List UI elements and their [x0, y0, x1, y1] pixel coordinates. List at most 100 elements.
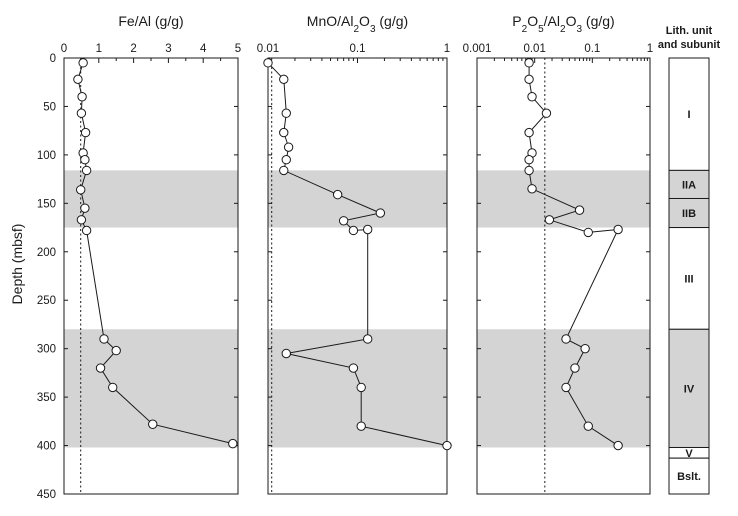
- depth-axis: Depth (mbsf) 0 50 100 150 200 250 300 350 400 450: [9, 53, 56, 501]
- depth-tick-label-3: 150: [37, 198, 56, 210]
- lith-unit-label-6: V: [685, 448, 693, 460]
- panel-1-data-point-6: [80, 155, 90, 165]
- lith-header-line-2: and subunit: [658, 39, 721, 51]
- panel-3-data-point-8: [527, 184, 537, 194]
- panel-3-data-point-3: [541, 108, 552, 118]
- lith-unit-label-4: III: [684, 273, 693, 285]
- panel-2-data-point-5: [281, 155, 291, 165]
- panel-3-data-point-17: [583, 421, 593, 431]
- panel-2-data-point-1: [279, 74, 289, 85]
- panel-1-xtick-label-2: 2: [130, 43, 136, 55]
- panel-1-data-point-8: [76, 185, 86, 195]
- depth-tick-label-4: 200: [37, 247, 56, 259]
- panel-3-data-point-15: [570, 363, 580, 373]
- lith-unit-label-7: Bslt.: [677, 471, 701, 483]
- panel-3-data-point-14: [580, 343, 590, 354]
- panel-1-data-point-14: [95, 363, 106, 373]
- depth-tick-label-7: 350: [37, 392, 56, 404]
- shaded-interval-panel-1-1: [64, 170, 238, 228]
- panel-3-data-point-4: [524, 127, 534, 138]
- shaded-interval-panel-3-1: [477, 170, 650, 228]
- panel-3: 0.001 0.01 0.1 1 P2O5/Al2O3 (g/g): [463, 13, 653, 495]
- lith-unit-3: [668, 197, 710, 229]
- panel-2-data-point-4: [283, 142, 294, 152]
- panel-2-data-point-13: [281, 348, 291, 359]
- panel-1-data-point-11: [81, 225, 92, 236]
- panel-1: 0 1 2 3 4 5 Fe/Al (g/g): [61, 13, 241, 495]
- panel-1-data-point-9: [80, 203, 90, 213]
- lith-unit-label-2: IIA: [682, 179, 696, 191]
- lith-header-line-1: Lith. unit: [666, 25, 713, 37]
- panel-3-data-point-7: [524, 165, 534, 176]
- lith-unit-4: [668, 227, 710, 330]
- panel-2-data-point-12: [362, 334, 373, 344]
- depth-tick-label-2: 100: [37, 150, 56, 162]
- panel-2-data-point-3: [279, 127, 289, 138]
- depth-tick-label-5: 250: [37, 295, 56, 307]
- panel-1-data-point-1: [73, 74, 83, 85]
- panel-3-data-point-0: [524, 58, 534, 68]
- lith-unit-7: [668, 457, 710, 495]
- lith-unit-5: [668, 328, 710, 448]
- panel-2-data-point-7: [332, 189, 343, 200]
- panel-2-xtick-label-0: 0.01: [257, 43, 279, 55]
- panel-1-xtick-label-4: 4: [200, 43, 207, 55]
- panel-1-data-point-4: [80, 127, 91, 138]
- panel-1-data-point-0: [78, 58, 88, 68]
- lith-unit-1: [668, 57, 710, 171]
- depth-tick-label-1: 50: [43, 101, 56, 113]
- panel-2-data-point-9: [338, 216, 349, 226]
- panel-2-xtick-label-2: 1: [444, 43, 450, 55]
- panel-3-xtick-label-0: 0.001: [463, 43, 492, 55]
- panel-2-xtick-label-1: 0.1: [350, 43, 366, 55]
- panel-1-data-point-2: [77, 92, 87, 102]
- panel-3-data-point-18: [613, 440, 623, 451]
- shaded-interval-panel-2-1: [268, 170, 447, 228]
- panel-1-xtick-label-1: 1: [96, 43, 102, 55]
- panel-1-xtick-label-3: 3: [165, 43, 171, 55]
- panel-1-title: Fe/Al (g/g): [118, 13, 183, 29]
- depth-tick-label-9: 450: [37, 489, 56, 501]
- lith-unit-label-3: IIB: [682, 208, 696, 220]
- panel-2: 0.01 0.1 1 MnO/Al2O3 (g/g): [257, 13, 452, 495]
- panel-3-data-point-1: [524, 74, 534, 85]
- panel-3-data-point-12: [613, 224, 623, 235]
- lithology-column: Lith. unit and subunit I IIA IIB III IV V Bslt…: [658, 25, 721, 495]
- depth-tick-label-8: 400: [37, 441, 56, 453]
- panel-2-data-point-16: [356, 421, 366, 431]
- panel-1-data-point-16: [148, 419, 158, 429]
- panel-3-data-point-13: [561, 334, 571, 344]
- panel-3-data-point-2: [527, 92, 537, 102]
- depth-axis-title: Depth (mbsf): [9, 224, 25, 305]
- panel-1-data-point-15: [108, 382, 118, 393]
- shaded-interval-panel-1-2: [64, 329, 238, 448]
- panel-1-data-point-10: [76, 215, 87, 225]
- panel-3-data-point-11: [583, 227, 593, 238]
- panel-2-data-point-6: [279, 165, 289, 176]
- panel-2-data-point-0: [263, 58, 273, 68]
- panel-3-data-point-6: [524, 155, 534, 165]
- panel-1-data-point-3: [76, 108, 87, 118]
- panel-2-data-point-14: [348, 363, 359, 373]
- depth-tick-label-0: 0: [50, 53, 56, 65]
- panel-1-data-point-17: [228, 438, 238, 449]
- panel-1-xtick-label-5: 5: [235, 43, 241, 55]
- panel-2-data-point-11: [362, 224, 373, 235]
- panel-1-data-point-7: [81, 165, 92, 176]
- panel-3-data-point-16: [561, 382, 571, 393]
- panel-3-title: P2O5/Al2O3 (g/g): [512, 13, 614, 35]
- panel-3-xtick-label-3: 1: [647, 43, 653, 55]
- panel-1-data-point-12: [99, 334, 109, 344]
- panel-3-frame: [476, 57, 651, 495]
- panel-3-xtick-label-1: 0.01: [523, 43, 545, 55]
- panel-1-data-point-13: [111, 345, 121, 356]
- panel-2-data-point-10: [348, 225, 359, 236]
- depth-tick-label-6: 300: [37, 344, 56, 356]
- lith-unit-label-5: IV: [684, 383, 695, 395]
- panel-2-data-point-2: [281, 108, 291, 118]
- panel-1-xtick-label-0: 0: [61, 43, 67, 55]
- panel-2-data-point-17: [442, 440, 452, 451]
- panel-2-data-point-15: [356, 382, 366, 393]
- shaded-intervals: [64, 170, 650, 448]
